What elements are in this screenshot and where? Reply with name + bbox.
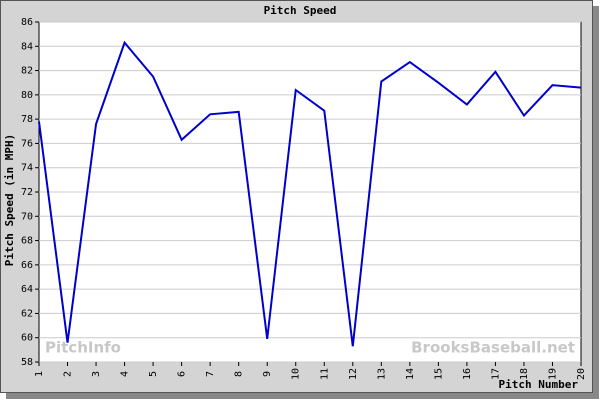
x-tick-label: 10: [291, 368, 302, 380]
shadow: [593, 6, 599, 399]
x-tick-label: 1: [34, 371, 45, 377]
x-tick-label: 14: [405, 368, 416, 380]
x-tick-label: 16: [462, 368, 473, 380]
y-tick-label: 58: [21, 357, 33, 368]
x-tick-label: 6: [177, 371, 188, 377]
y-tick-label: 68: [21, 236, 33, 247]
x-tick-label: 7: [205, 371, 216, 377]
y-tick-label: 66: [21, 260, 33, 271]
y-tick-label: 74: [21, 163, 33, 174]
x-tick-label: 15: [433, 368, 444, 380]
shadow: [6, 393, 599, 399]
y-tick-label: 72: [21, 187, 33, 198]
x-tick-label: 17: [490, 368, 501, 380]
x-tick-label: 19: [547, 368, 558, 380]
y-tick-label: 84: [21, 41, 33, 52]
x-tick-label: 2: [63, 371, 74, 377]
y-tick-label: 80: [21, 90, 33, 101]
y-tick-label: 76: [21, 138, 33, 149]
x-tick-label: 4: [120, 371, 131, 377]
y-tick-label: 78: [21, 114, 33, 125]
x-tick-label: 3: [91, 371, 102, 377]
watermark: PitchInfo: [45, 339, 121, 357]
chart-title: Pitch Speed: [264, 4, 337, 17]
x-tick-label: 9: [262, 371, 273, 377]
y-tick-label: 82: [21, 66, 33, 77]
x-tick-label: 11: [319, 368, 330, 380]
y-tick-label: 60: [21, 333, 33, 344]
y-tick-label: 70: [21, 211, 33, 222]
x-axis-label: Pitch Number: [499, 378, 579, 391]
y-tick-label: 64: [21, 284, 33, 295]
y-tick-label: 62: [21, 308, 33, 319]
x-tick-label: 20: [576, 368, 587, 380]
y-axis-label: Pitch Speed (in MPH): [3, 134, 16, 266]
watermark: BrooksBaseball.net: [411, 339, 575, 357]
x-tick-label: 13: [376, 368, 387, 380]
x-tick-label: 12: [348, 368, 359, 380]
x-tick-label: 5: [148, 371, 159, 377]
x-tick-label: 8: [234, 371, 245, 377]
x-tick-label: 18: [519, 368, 530, 380]
data-line: [38, 40, 582, 347]
y-tick-label: 86: [21, 17, 33, 28]
